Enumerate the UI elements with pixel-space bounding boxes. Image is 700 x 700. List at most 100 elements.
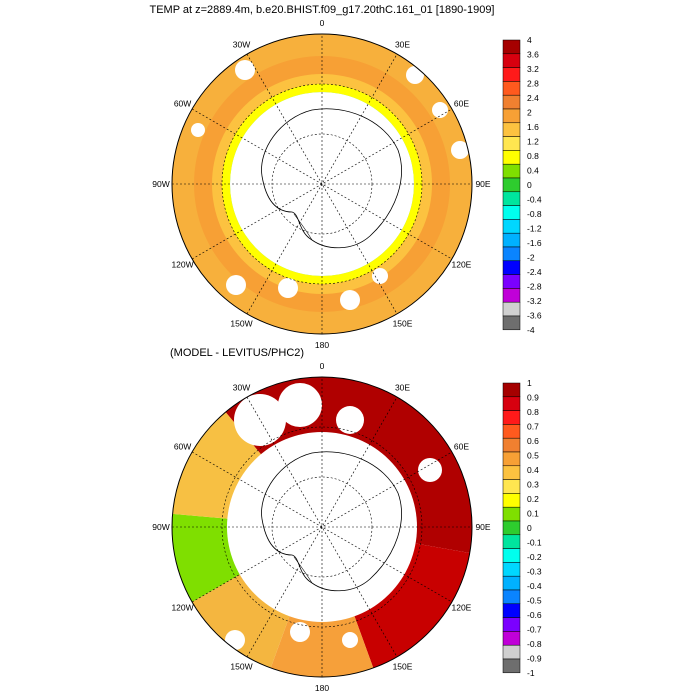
colorbar-swatch — [502, 136, 521, 151]
longitude-label: 60W — [174, 99, 191, 109]
colorbar-swatch — [502, 506, 521, 522]
longitude-label: 90W — [152, 522, 169, 532]
colorbar-label: -2.8 — [527, 281, 542, 291]
colorbar-swatch — [502, 479, 521, 494]
colorbar-label: -1.2 — [527, 223, 542, 233]
colorbar-swatch — [502, 631, 521, 646]
colorbar-label: 0.3 — [527, 479, 539, 489]
colorbar-swatch — [502, 410, 521, 425]
colorbar-temperature: 4 3.6 3.2 2.8 2.4 2 1.6 1.2 0.8 0.4 0 -0.4 -0.8 -1.2 -… — [502, 35, 542, 335]
colorbar-swatch — [502, 150, 521, 165]
colorbar-swatch — [502, 67, 521, 82]
chart-title-temperature: TEMP at z=2889.4m, b.e20.BHIST.f09_g17.2… — [149, 4, 494, 16]
colorbar-label: 2.4 — [527, 93, 539, 103]
colorbar-swatch — [502, 53, 521, 68]
colorbar-swatch — [502, 617, 521, 632]
colorbar-label: 3.6 — [527, 49, 539, 59]
map-outline — [171, 376, 473, 678]
longitude-label: 120E — [452, 260, 472, 270]
colorbar-label: -0.8 — [527, 639, 542, 649]
colorbar-swatch — [502, 575, 521, 591]
colorbar-label: -1 — [527, 668, 535, 678]
colorbar-swatch — [502, 437, 521, 453]
longitude-label: 30E — [395, 383, 410, 393]
colorbar-swatch — [502, 589, 521, 605]
colorbar-swatch — [502, 548, 521, 563]
colorbar-swatch — [502, 493, 521, 508]
colorbar-swatch — [502, 163, 521, 179]
no-data-patch — [191, 123, 205, 137]
colorbar-swatch — [502, 219, 521, 234]
colorbar-label: 1.6 — [527, 122, 539, 132]
colorbar-swatch — [502, 81, 521, 96]
colorbar-swatch — [502, 232, 521, 248]
longitude-label: 180 — [315, 340, 329, 350]
colorbar-swatch — [502, 246, 521, 262]
no-data-patch — [406, 66, 424, 84]
map-outline — [171, 33, 473, 335]
longitude-labels: 0 30E 60E 90E 120E 150E 180 150W 120W 90W 60W 30W — [152, 18, 491, 350]
colorbar-swatch — [502, 301, 521, 317]
meridian-line — [246, 53, 398, 315]
longitude-label: 60E — [454, 442, 469, 452]
no-data-patch — [278, 383, 322, 427]
colorbar-label: -0.3 — [527, 566, 542, 576]
colorbar-label: -0.1 — [527, 537, 542, 547]
colorbar-label: -0.6 — [527, 610, 542, 620]
colorbar-swatch — [502, 177, 521, 193]
colorbar-label: -4 — [527, 325, 535, 335]
colorbar-label: -3.6 — [527, 310, 542, 320]
no-data-patch — [278, 278, 298, 298]
colorbar-label: -0.8 — [527, 209, 542, 219]
longitude-label: 90W — [152, 179, 169, 189]
longitude-label: 150E — [393, 318, 413, 328]
longitude-label: 30W — [233, 383, 250, 393]
longitude-label: 90E — [475, 179, 490, 189]
longitude-label: 120E — [452, 603, 472, 613]
colorbar-label: -2 — [527, 252, 535, 262]
colorbar-label: 1.2 — [527, 136, 539, 146]
colorbar-label: 0.4 — [527, 465, 539, 475]
colorbar-swatch — [502, 534, 521, 549]
colorbar-label: -0.4 — [527, 194, 542, 204]
colorbar-label: 0.1 — [527, 508, 539, 518]
no-data-patch — [372, 268, 388, 284]
colorbar-label: 0 — [527, 180, 532, 190]
colorbar-swatch — [502, 274, 521, 289]
no-data-patch — [336, 406, 364, 434]
no-data-patch — [290, 622, 310, 642]
longitude-label: 90E — [475, 522, 490, 532]
longitude-label: 120W — [171, 603, 193, 613]
chart-title-difference: (MODEL - LEVITUS/PHC2) — [170, 347, 304, 359]
colorbar-label: -0.5 — [527, 595, 542, 605]
no-data-patch — [418, 458, 442, 482]
longitude-label: 0 — [320, 18, 325, 28]
colorbar-swatch — [502, 260, 521, 275]
colorbar-swatch — [502, 603, 521, 618]
colorbar-label: 0.8 — [527, 151, 539, 161]
no-data-patch — [234, 394, 286, 446]
colorbar-label: -0.2 — [527, 552, 542, 562]
colorbar-swatch — [502, 451, 521, 467]
colorbar-swatch — [502, 315, 521, 331]
colorbar-swatch — [502, 39, 521, 55]
colorbar-swatch — [502, 205, 521, 220]
colorbar-swatch — [502, 288, 521, 303]
map-field-temperature — [172, 34, 472, 334]
colorbar-difference: 1 0.9 0.8 0.7 0.6 0.5 0.4 0.3 0.2 0.1 0 -0.1 -0.2 -0.… — [502, 378, 542, 678]
colorbar-label: 2 — [527, 107, 532, 117]
colorbar-label: 0.4 — [527, 165, 539, 175]
meridian-line — [246, 396, 398, 658]
colorbar-label: -0.4 — [527, 581, 542, 591]
longitude-label: 150W — [230, 661, 252, 671]
colorbar-swatch — [502, 424, 521, 439]
colorbar-label: -2.4 — [527, 267, 542, 277]
colorbar-swatch — [502, 644, 521, 660]
colorbar-label: -1.6 — [527, 238, 542, 248]
longitude-label: 150E — [393, 661, 413, 671]
panel-temperature: TEMP at z=2889.4m, b.e20.BHIST.f09_g17.2… — [149, 4, 541, 350]
colorbar-swatch — [502, 122, 521, 137]
colorbar-swatch — [502, 191, 521, 206]
no-data-patch — [226, 275, 246, 295]
